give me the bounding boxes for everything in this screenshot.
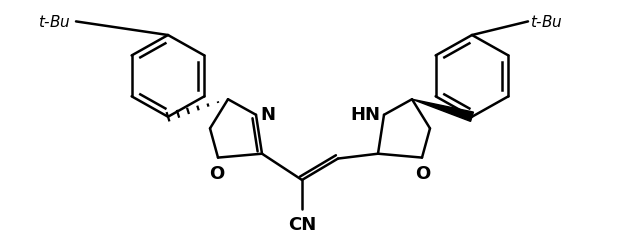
Text: O: O	[209, 165, 225, 183]
Text: N: N	[260, 106, 275, 124]
Text: $t$-Bu: $t$-Bu	[530, 14, 563, 30]
Polygon shape	[412, 99, 474, 121]
Text: HN: HN	[350, 106, 380, 124]
Text: $t$-Bu: $t$-Bu	[38, 14, 71, 30]
Text: O: O	[415, 165, 431, 183]
Text: CN: CN	[288, 216, 316, 234]
